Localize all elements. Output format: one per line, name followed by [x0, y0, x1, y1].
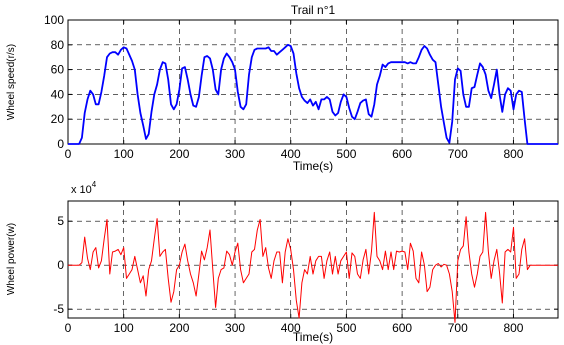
power-x-tick-label: 800 [503, 321, 523, 335]
power-plot-frame [67, 200, 559, 319]
speed-y-tick-label: 60 [51, 63, 65, 77]
power-y-axis-label: Wheel power(w) [6, 223, 17, 295]
speed-y-tick-label: 80 [51, 38, 65, 52]
speed-x-tick-label: 700 [448, 147, 468, 161]
power-y-multiplier: x 104 [71, 180, 97, 196]
speed-x-tick-label: 400 [281, 147, 301, 161]
power-series [68, 211, 558, 323]
speed-chart-title: Trail n°1 [291, 3, 336, 17]
speed-y-tick-label: 100 [44, 13, 64, 27]
power-x-tick-label: 600 [392, 321, 412, 335]
power-x-tick-label: 100 [114, 321, 134, 335]
speed-y-tick-label: 40 [51, 87, 65, 101]
speed-series [68, 43, 558, 145]
power-x-tick-label: 700 [448, 321, 468, 335]
power-y-multiplier-base: x 10 [71, 184, 92, 196]
speed-y-axis-label: Wheel speed(r/s) [6, 44, 17, 120]
speed-x-tick-label: 100 [114, 147, 134, 161]
power-x-axis-label: Time(s) [293, 330, 333, 344]
speed-ticks: 0 100 200 300 400 500 600 700 800 0 20 40 60 80 100 [44, 13, 558, 161]
speed-y-tick-label: 20 [51, 112, 65, 126]
speed-x-tick-label: 600 [392, 147, 412, 161]
power-x-tick-label: 200 [169, 321, 189, 335]
power-x-tick-label: 500 [336, 321, 356, 335]
power-series-line [68, 211, 558, 323]
power-panel: 0 100 200 300 400 500 600 700 800-505 x 104 Time… [6, 180, 559, 344]
speed-x-tick-label: 300 [225, 147, 245, 161]
power-ticks: 0 100 200 300 400 500 600 700 800-505 [53, 201, 558, 335]
speed-x-tick-label: 500 [336, 147, 356, 161]
power-x-tick-label: 300 [225, 321, 245, 335]
speed-x-axis-label: Time(s) [293, 159, 333, 173]
speed-series-line [68, 43, 558, 145]
power-y-tick-label: -5 [53, 302, 64, 316]
speed-y-tick-label: 0 [57, 137, 64, 151]
power-y-tick-label: 5 [57, 214, 64, 228]
speed-panel: 0 100 200 300 400 500 600 700 800 0 20 40 60 80 100 Tr… [6, 3, 559, 173]
speed-x-tick-label: 800 [503, 147, 523, 161]
speed-plot-frame [67, 19, 559, 145]
speed-x-tick-label: 200 [169, 147, 189, 161]
speed-x-tick-label: 0 [65, 147, 72, 161]
power-x-tick-label: 400 [281, 321, 301, 335]
power-x-tick-label: 0 [65, 321, 72, 335]
power-y-multiplier-exponent: 4 [92, 180, 97, 189]
power-y-tick-label: 0 [57, 258, 64, 272]
